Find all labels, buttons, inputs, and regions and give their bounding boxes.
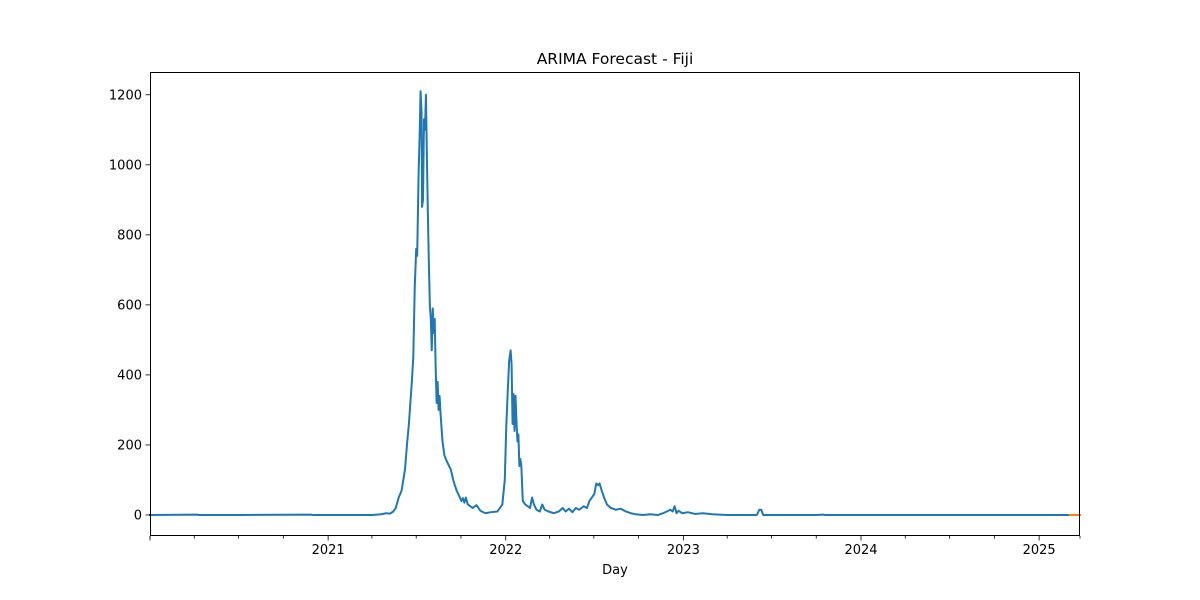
y-tick-label: 1200 [109, 88, 142, 103]
x-tick-label: 2021 [312, 543, 345, 558]
y-tick-label: 400 [117, 368, 142, 383]
x-tick-label: 2025 [1023, 543, 1056, 558]
y-tick-label: 800 [117, 228, 142, 243]
y-tick-label: 0 [134, 508, 142, 523]
y-tick-label: 600 [117, 298, 142, 313]
x-axis: 2021 2022 2023 2024 2025 [149, 536, 1081, 558]
series-line-1 [148, 90, 1071, 516]
y-axis: 0 200 400 600 800 1000 1200 [109, 88, 150, 523]
x-tick-label: 2023 [667, 543, 700, 558]
plot-frame [150, 72, 1080, 536]
y-tick-label: 1000 [109, 158, 142, 173]
x-axis-label: Day [602, 563, 628, 578]
x-tick-label: 2022 [489, 543, 522, 558]
x-tick-label: 2024 [844, 543, 877, 558]
y-tick-label: 200 [117, 438, 142, 453]
chart-title: ARIMA Forecast - Fiji [537, 50, 694, 68]
series-layer [148, 90, 1081, 516]
